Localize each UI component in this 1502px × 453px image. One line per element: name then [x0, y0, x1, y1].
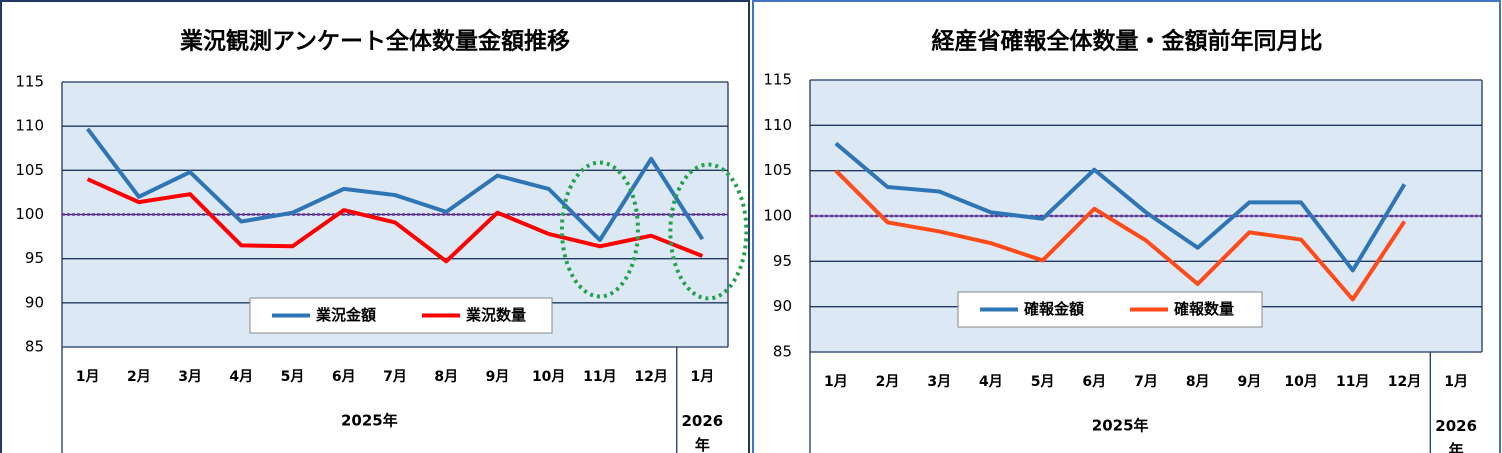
x-tick-label: 10月: [532, 369, 565, 385]
x-group-label-box: 2026年: [1435, 417, 1478, 453]
x-tick-label: 1月: [824, 374, 848, 390]
x-tick-label: 1月: [76, 369, 100, 385]
x-group-label: 2026年: [681, 412, 724, 453]
series-line: [86, 177, 704, 264]
series-line: [834, 141, 1407, 273]
x-tick-label: 9月: [1238, 374, 1262, 390]
x-tick-label: 7月: [383, 369, 407, 385]
x-tick-label: 12月: [1388, 374, 1421, 390]
x-tick-label: 6月: [332, 369, 356, 385]
x-group-label-box: 2026年: [681, 412, 724, 453]
y-tick-label: 95: [25, 249, 44, 267]
x-tick-label: 11月: [583, 369, 616, 385]
highlight-ellipse: [668, 162, 749, 301]
x-tick-label: 11月: [1336, 374, 1369, 390]
y-tick-label: 85: [25, 338, 44, 356]
y-tick-label: 100: [15, 205, 44, 223]
x-tick-label: 9月: [486, 369, 510, 385]
x-tick-label: 4月: [979, 374, 1003, 390]
x-tick-label: 2月: [127, 369, 151, 385]
series-line: [834, 169, 1407, 302]
y-tick-label: 110: [15, 117, 44, 135]
y-tick-label: 115: [763, 71, 792, 89]
x-tick-label: 1月: [691, 369, 715, 385]
x-tick-label: 2月: [876, 374, 900, 390]
x-group-label: 2026年: [1435, 417, 1478, 453]
y-tick-label: 85: [773, 343, 792, 361]
y-tick-label: 95: [773, 252, 792, 270]
legend-label: 確報数量: [1173, 300, 1234, 318]
x-tick-label: 8月: [1186, 374, 1210, 390]
x-tick-label: 1月: [1444, 374, 1468, 390]
x-tick-label: 12月: [634, 369, 667, 385]
y-tick-label: 90: [773, 297, 792, 315]
x-tick-label: 8月: [434, 369, 458, 385]
legend-label: 確報金額: [1023, 300, 1084, 318]
x-tick-label: 5月: [1031, 374, 1055, 390]
x-tick-label: 5月: [281, 369, 305, 385]
y-tick-label: 105: [763, 161, 792, 179]
x-group-label: 2025年: [341, 412, 398, 430]
y-tick-label: 90: [25, 293, 44, 311]
legend-label: 業況金額: [315, 306, 376, 324]
y-tick-label: 100: [763, 207, 792, 225]
y-tick-label: 105: [15, 161, 44, 179]
x-tick-label: 7月: [1134, 374, 1158, 390]
y-tick-label: 110: [763, 116, 792, 134]
x-tick-label: 6月: [1082, 374, 1106, 390]
x-group-label: 2025年: [1092, 417, 1149, 435]
x-tick-label: 3月: [178, 369, 202, 385]
y-tick-label: 115: [15, 73, 44, 91]
x-tick-label: 10月: [1284, 374, 1317, 390]
legend-label: 業況数量: [465, 306, 526, 324]
x-tick-label: 3月: [927, 374, 951, 390]
chart-title: 業況観測アンケート全体数量金額推移: [179, 28, 570, 55]
series-line: [86, 127, 705, 243]
chart-title: 経産省確報全体数量・金額前年同月比: [932, 28, 1323, 55]
x-tick-label: 4月: [229, 369, 253, 385]
highlight-ellipse: [559, 160, 640, 299]
